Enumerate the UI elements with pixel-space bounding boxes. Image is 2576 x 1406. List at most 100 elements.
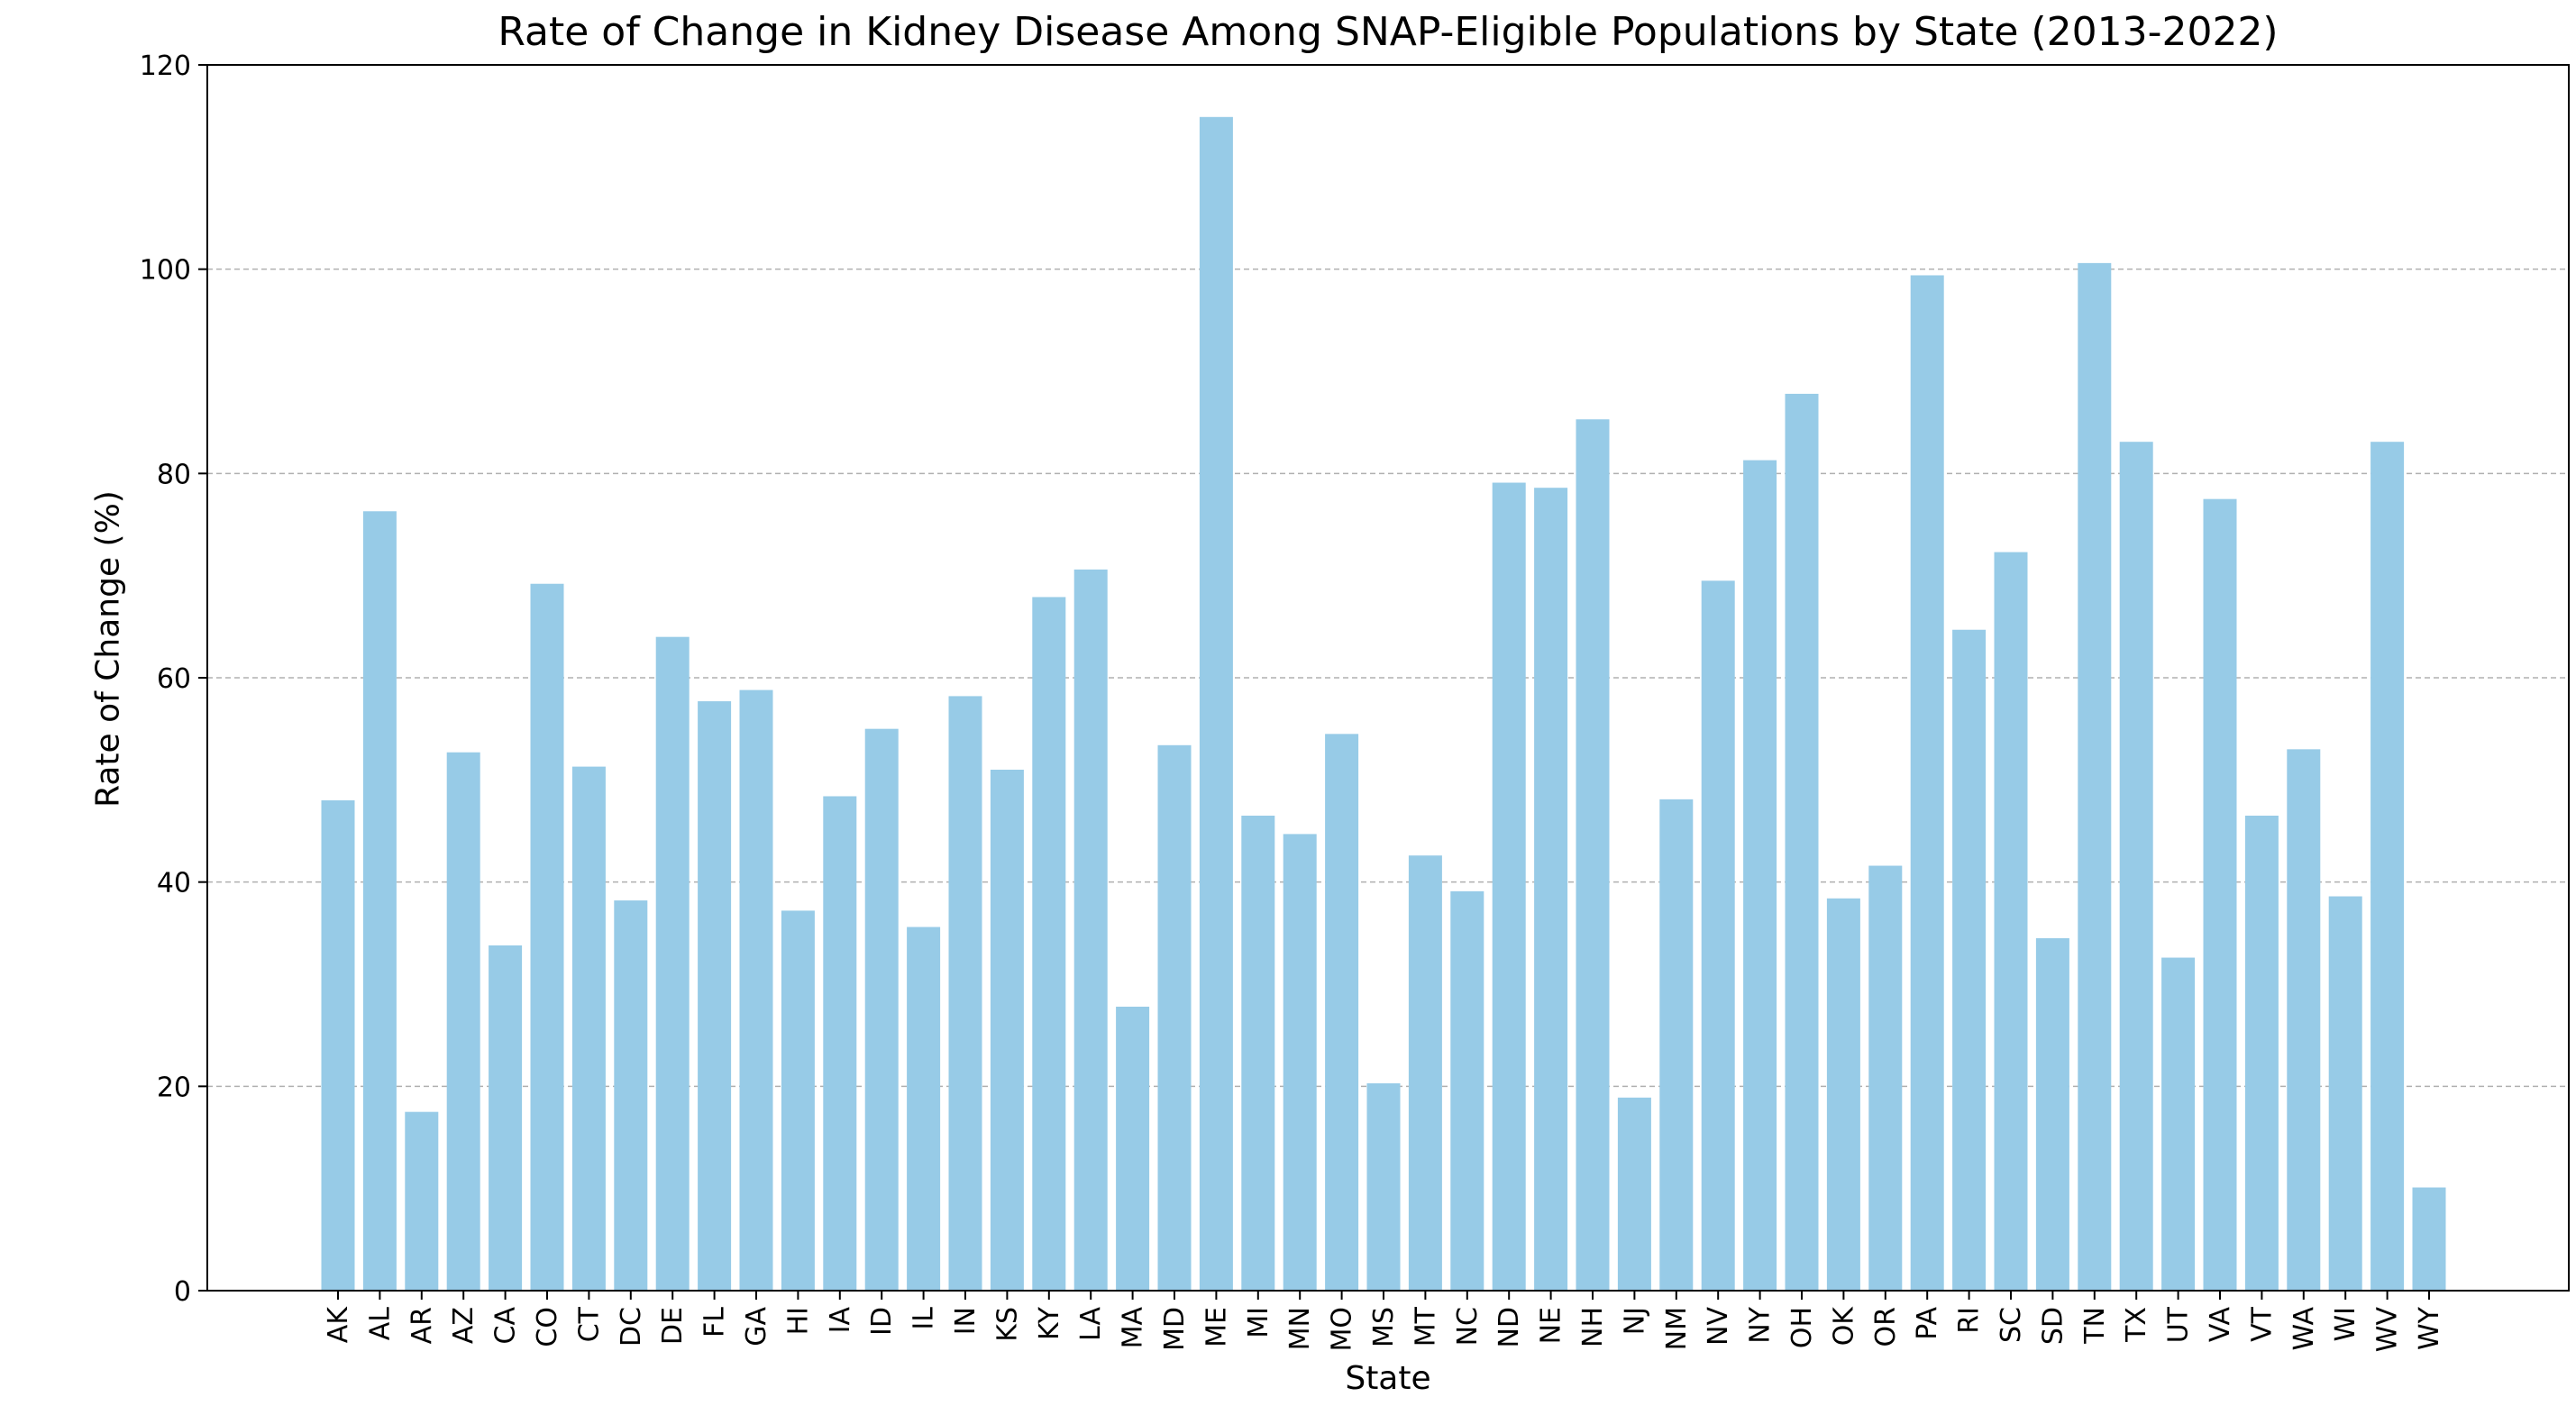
- x-tick-label-MT: MT: [1410, 1306, 1441, 1347]
- bar-MS: [1366, 1082, 1401, 1291]
- y-tick-label-80: 80: [157, 459, 191, 490]
- x-tick-label-MN: MN: [1284, 1307, 1316, 1350]
- bar-OH: [1785, 393, 1819, 1291]
- bar-NM: [1659, 799, 1694, 1291]
- x-tick-label-TX: TX: [2121, 1307, 2152, 1343]
- bar-NH: [1576, 419, 1610, 1291]
- bar-PA: [1910, 275, 1944, 1291]
- bar-ME: [1199, 116, 1233, 1291]
- bar-ID: [864, 728, 899, 1291]
- bar-ND: [1492, 482, 1526, 1291]
- bar-NV: [1701, 580, 1735, 1291]
- x-tick-label-IL: IL: [909, 1307, 940, 1330]
- bar-LA: [1073, 569, 1108, 1291]
- bar-UT: [2161, 957, 2196, 1291]
- x-tick-label-NJ: NJ: [1619, 1307, 1650, 1335]
- bar-WA: [2287, 749, 2321, 1291]
- x-tick-label-WY: WY: [2414, 1306, 2445, 1350]
- x-tick-label-HI: HI: [782, 1307, 814, 1335]
- y-tick-label-20: 20: [157, 1072, 191, 1103]
- bar-CO: [530, 583, 564, 1291]
- x-tick-label-MD: MD: [1159, 1307, 1191, 1351]
- x-tick-label-WI: WI: [2330, 1307, 2361, 1342]
- bar-MI: [1241, 816, 1275, 1291]
- y-tick-label-0: 0: [174, 1276, 191, 1308]
- x-tick-label-NC: NC: [1452, 1307, 1484, 1346]
- bar-CT: [571, 766, 606, 1291]
- plot-frame: [206, 64, 2570, 1292]
- bar-KY: [1032, 597, 1066, 1291]
- x-tick-label-OR: OR: [1870, 1307, 1902, 1347]
- bar-HI: [781, 910, 815, 1291]
- x-tick-label-IA: IA: [825, 1307, 856, 1334]
- bar-MD: [1157, 744, 1192, 1291]
- bar-IN: [948, 696, 982, 1291]
- x-tick-label-AL: AL: [364, 1307, 396, 1341]
- x-tick-label-CT: CT: [573, 1306, 605, 1342]
- chart-title: Rate of Change in Kidney Disease Among S…: [498, 9, 2279, 55]
- x-tick-label-MI: MI: [1243, 1307, 1274, 1338]
- x-tick-label-TN: TN: [2079, 1307, 2111, 1345]
- bar-WV: [2370, 442, 2405, 1291]
- bar-AZ: [446, 752, 480, 1291]
- bar-GA: [739, 689, 773, 1291]
- bar-OK: [1826, 898, 1860, 1291]
- axes: 0 20 40 60 80 100 120 AK AL AR AZ CA CO CT DC DE FL GA HI I…: [140, 50, 2570, 1353]
- x-tick-label-VA: VA: [2205, 1307, 2236, 1343]
- bar-MO: [1325, 734, 1359, 1291]
- bar-VA: [2203, 498, 2237, 1291]
- x-tick-label-OK: OK: [1828, 1306, 1859, 1347]
- bar-SC: [1994, 552, 2028, 1291]
- x-tick-label-CA: CA: [490, 1307, 522, 1345]
- bar-FL: [698, 701, 732, 1291]
- x-tick-label-DE: DE: [657, 1307, 689, 1345]
- bar-DE: [655, 636, 690, 1291]
- x-tick-label-SC: SC: [1996, 1307, 2027, 1343]
- bar-AK: [321, 800, 355, 1291]
- bar-KS: [990, 770, 1024, 1291]
- x-tick-label-FL: FL: [699, 1307, 731, 1338]
- x-tick-label-AR: AR: [406, 1307, 438, 1344]
- x-tick-label-VT: VT: [2246, 1306, 2278, 1342]
- bar-NY: [1743, 460, 1777, 1292]
- x-tick-label-MS: MS: [1368, 1307, 1400, 1347]
- x-tick-label-MA: MA: [1118, 1307, 1149, 1349]
- bar-NC: [1450, 890, 1484, 1291]
- x-tick-label-NH: NH: [1577, 1307, 1609, 1347]
- bar-TN: [2078, 262, 2112, 1291]
- x-tick-label-MO: MO: [1327, 1307, 1358, 1352]
- bar-WI: [2328, 896, 2362, 1291]
- x-tick-label-AK: AK: [323, 1306, 354, 1344]
- x-tick-label-PA: PA: [1912, 1307, 1943, 1340]
- bar-NJ: [1617, 1097, 1651, 1291]
- x-tick-label-OH: OH: [1786, 1307, 1818, 1348]
- bar-VT: [2244, 816, 2279, 1291]
- x-tick-label-KY: KY: [1034, 1306, 1065, 1340]
- bar-MN: [1283, 834, 1317, 1291]
- x-tick-label-ME: ME: [1201, 1307, 1232, 1347]
- y-tick-label-60: 60: [157, 663, 191, 695]
- x-tick-label-ID: ID: [866, 1307, 898, 1336]
- x-tick-label-CO: CO: [532, 1307, 563, 1347]
- bars: [321, 116, 2446, 1292]
- x-tick-label-GA: GA: [741, 1307, 772, 1347]
- bar-TX: [2119, 442, 2153, 1291]
- bar-MT: [1408, 855, 1442, 1291]
- bar-NE: [1534, 488, 1568, 1291]
- x-tick-label-NM: NM: [1661, 1307, 1693, 1350]
- bar-WY: [2412, 1187, 2446, 1291]
- x-tick-label-WV: WV: [2372, 1307, 2404, 1353]
- bar-CA: [489, 945, 523, 1291]
- bar-MA: [1116, 1006, 1150, 1291]
- bar-IL: [907, 927, 941, 1291]
- x-tick-label-KS: KS: [991, 1307, 1023, 1342]
- bar-IA: [823, 796, 857, 1291]
- x-tick-label-IN: IN: [950, 1307, 982, 1335]
- bar-DC: [614, 900, 648, 1291]
- bar-AL: [362, 511, 397, 1291]
- x-tick-label-AZ: AZ: [448, 1307, 480, 1344]
- y-tick-label-120: 120: [140, 50, 191, 82]
- x-tick-label-NV: NV: [1703, 1307, 1734, 1346]
- x-tick-label-SD: SD: [2037, 1307, 2069, 1345]
- x-tick-label-WA: WA: [2288, 1307, 2320, 1351]
